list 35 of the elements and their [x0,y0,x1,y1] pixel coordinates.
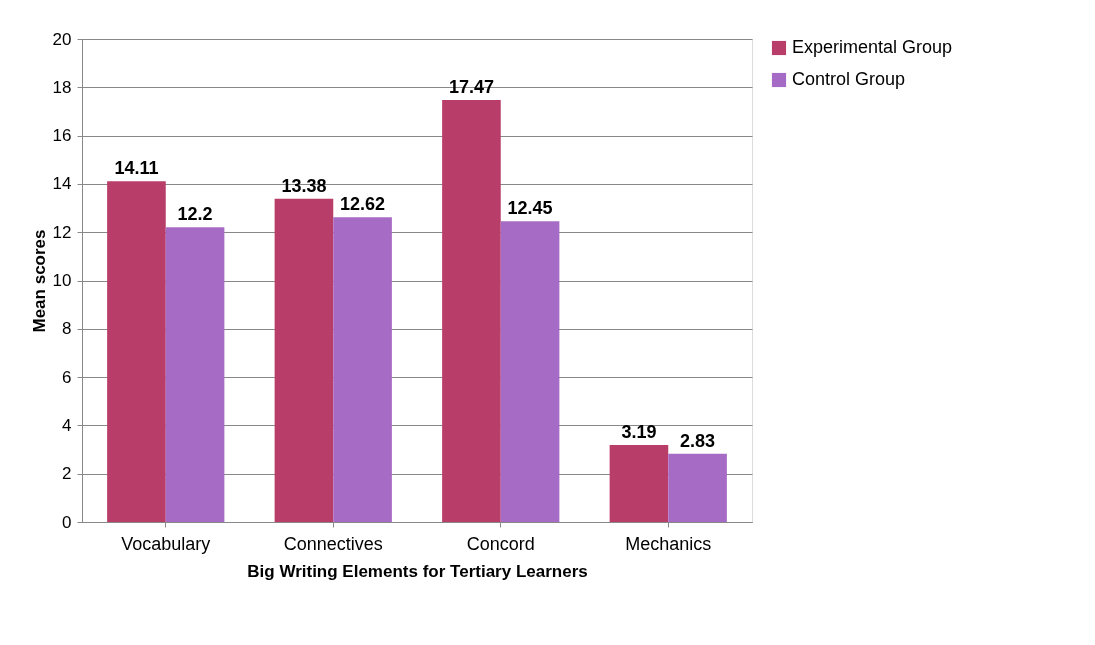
x-tick-label: Mechanics [625,533,712,554]
y-tick-label: 18 [52,77,72,97]
legend-label: Control Group [792,69,906,89]
x-tick-label: Connectives [283,533,383,554]
bar [107,181,166,522]
data-label: 17.47 [448,77,494,98]
bar [165,227,225,522]
bar [609,444,669,522]
y-tick-label: 0 [62,512,72,532]
bar [668,453,727,522]
bar [274,198,334,522]
y-axis-title: Mean scores [29,229,49,333]
y-tick-label: 20 [52,29,72,49]
data-label: 12.45 [507,198,553,219]
x-tick-label: Concord [466,533,535,554]
data-label: 13.38 [281,175,327,196]
y-tick-label: 14 [52,174,72,194]
y-tick-label: 8 [62,319,72,339]
y-tick-label: 16 [52,126,72,146]
bar [500,221,560,522]
data-label: 2.83 [680,430,716,451]
y-tick-label: 6 [62,367,72,387]
x-axis-title: Big Writing Elements for Tertiary Learners [247,561,588,581]
data-label: 12.62 [340,194,386,215]
y-tick-label: 2 [62,464,72,484]
y-tick-label: 10 [52,271,72,290]
x-tick-label: Vocabulary [121,533,211,554]
bar [333,217,392,522]
y-tick-label: 4 [62,415,72,435]
y-tick-label: 12 [52,222,72,242]
data-label: 14.11 [114,158,159,179]
data-label: 12.2 [177,204,213,225]
legend-label: Experimental Group [792,37,953,57]
bar [442,100,501,522]
data-label: 3.19 [621,421,657,442]
